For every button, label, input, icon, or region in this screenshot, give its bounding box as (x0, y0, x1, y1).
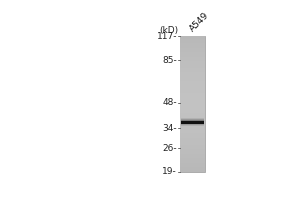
Bar (181, 41, 205, 43)
Bar (181, 156, 205, 158)
Bar (181, 124, 205, 127)
Text: 34-: 34- (162, 124, 177, 133)
Bar (181, 75, 205, 77)
Bar (181, 70, 205, 72)
Bar (181, 118, 204, 126)
Text: 117-: 117- (157, 32, 177, 41)
Bar (181, 102, 205, 104)
Bar (181, 163, 205, 165)
Bar (181, 36, 205, 39)
Bar (181, 113, 205, 115)
Text: 48-: 48- (162, 98, 177, 107)
Bar (181, 109, 205, 111)
Bar (181, 88, 205, 91)
Bar (181, 95, 205, 97)
Bar (181, 131, 205, 133)
Bar (181, 106, 205, 109)
Bar (181, 165, 205, 167)
Bar (181, 147, 205, 149)
Bar (181, 142, 205, 145)
Bar (181, 127, 205, 129)
Bar (181, 154, 205, 156)
Bar (181, 59, 205, 61)
Bar (181, 68, 205, 70)
Bar (181, 152, 205, 154)
Bar (181, 66, 205, 68)
Bar (181, 97, 205, 100)
Bar (181, 133, 205, 136)
Bar (181, 72, 205, 75)
Bar (181, 63, 205, 66)
Bar (181, 45, 205, 48)
Text: 19-: 19- (162, 167, 177, 176)
Bar (181, 50, 205, 52)
Bar (181, 39, 205, 41)
Bar (181, 61, 205, 63)
Bar (181, 91, 205, 93)
Bar (181, 121, 204, 124)
Bar (181, 170, 205, 172)
Bar (181, 138, 205, 140)
Bar (181, 36, 205, 172)
Bar (181, 119, 204, 125)
Text: A549: A549 (188, 10, 210, 33)
Bar (181, 81, 205, 84)
Text: 26-: 26- (162, 144, 177, 153)
Bar (181, 145, 205, 147)
Bar (181, 158, 205, 161)
Bar (181, 122, 205, 124)
Bar (181, 79, 205, 81)
Bar (181, 86, 205, 88)
Bar (181, 129, 205, 131)
Bar (181, 111, 205, 113)
Text: (kD): (kD) (159, 26, 178, 35)
Bar (181, 104, 205, 106)
Bar (181, 43, 205, 45)
Bar (181, 161, 205, 163)
Bar (181, 48, 205, 50)
Bar (181, 118, 205, 120)
Bar (181, 100, 205, 102)
Bar (181, 115, 205, 118)
Bar (181, 57, 205, 59)
Bar (181, 77, 205, 79)
Bar (181, 140, 205, 142)
Bar (181, 93, 205, 95)
Bar (181, 120, 205, 122)
Bar (181, 136, 205, 138)
Bar (181, 52, 205, 54)
Bar (181, 54, 205, 57)
Bar (181, 84, 205, 86)
Bar (181, 167, 205, 170)
Bar (181, 149, 205, 152)
Text: 85-: 85- (162, 56, 177, 65)
Bar (181, 120, 204, 124)
